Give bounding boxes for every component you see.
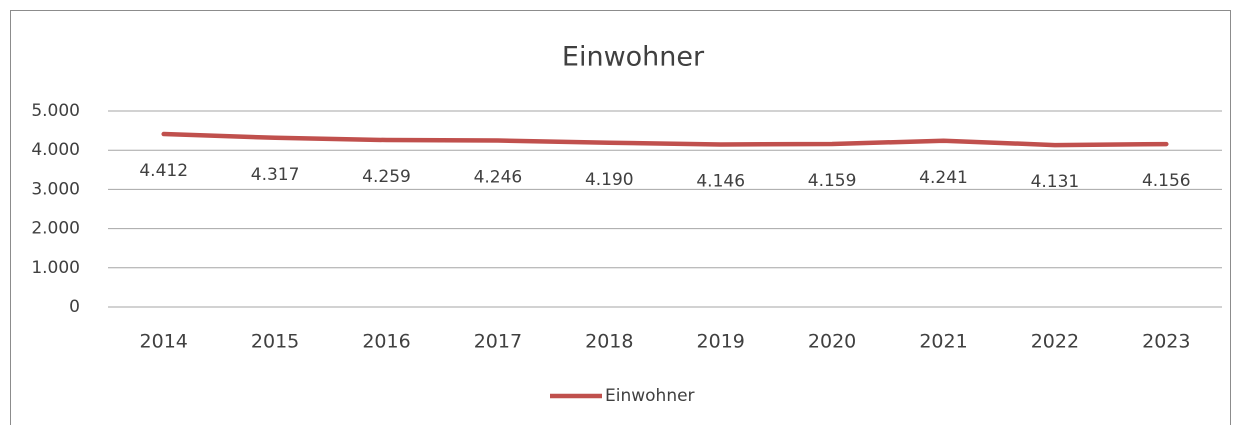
x-tick-label: 2014 — [140, 331, 188, 353]
x-tick-label: 2021 — [919, 331, 967, 353]
x-tick-label: 2022 — [1031, 331, 1079, 353]
data-label: 4.190 — [585, 170, 634, 190]
x-tick-label: 2023 — [1142, 331, 1190, 353]
chart-title: Einwohner — [562, 42, 705, 73]
y-tick-label: 4.000 — [31, 140, 80, 160]
x-tick-label: 2015 — [251, 331, 299, 353]
x-tick-label: 2016 — [362, 331, 410, 353]
data-label: 4.317 — [251, 165, 300, 185]
y-tick-label: 2.000 — [31, 219, 80, 239]
data-label: 4.159 — [808, 171, 857, 191]
x-tick-label: 2017 — [474, 331, 522, 353]
y-tick-label: 0 — [69, 297, 80, 317]
data-label: 4.412 — [139, 161, 188, 181]
legend-label: Einwohner — [605, 386, 695, 406]
data-label: 4.241 — [919, 168, 968, 188]
data-label: 4.131 — [1031, 172, 1080, 192]
data-label: 4.246 — [474, 168, 523, 188]
data-line — [161, 131, 1169, 148]
y-tick-label: 1.000 — [31, 258, 80, 278]
data-label: 4.146 — [696, 171, 745, 191]
x-tick-label: 2020 — [808, 331, 856, 353]
x-tick-label: 2019 — [697, 331, 745, 353]
data-label: 4.156 — [1142, 171, 1191, 191]
y-tick-label: 5.000 — [31, 101, 80, 121]
data-label: 4.259 — [362, 167, 411, 187]
x-tick-label: 2018 — [585, 331, 633, 353]
chart-frame — [10, 10, 1231, 425]
y-tick-label: 3.000 — [31, 179, 80, 199]
